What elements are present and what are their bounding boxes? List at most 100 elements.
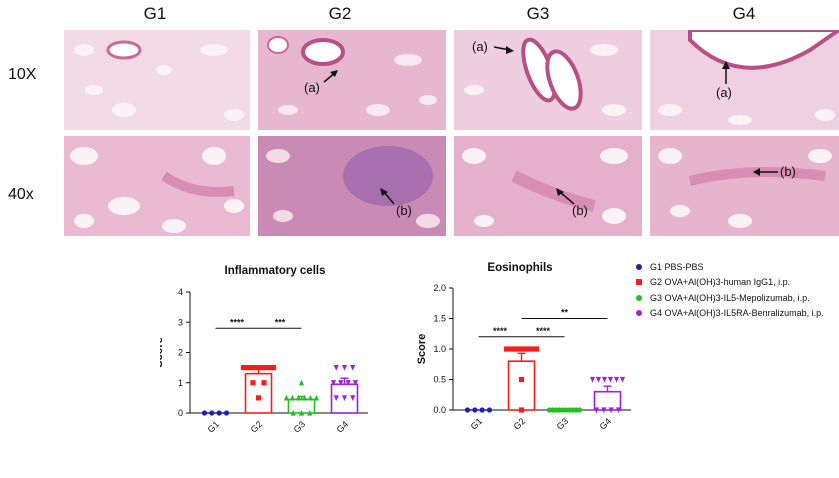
x-tick-label: G3 xyxy=(555,416,571,432)
legend-label: G1 PBS-PBS xyxy=(650,261,704,272)
data-point xyxy=(333,365,339,371)
bar xyxy=(330,383,359,414)
y-tick-label: 4 xyxy=(178,287,183,297)
data-point xyxy=(338,380,344,386)
annotation-a: (a) xyxy=(472,39,488,54)
x-tick-label: G3 xyxy=(292,419,308,435)
chart-eosinophils: Eosinophils 0.0 0.5 1.0 1.5 2.0 Score G1 G2 G3 G4… xyxy=(400,255,640,445)
y-tick-label: 1.5 xyxy=(433,314,446,324)
x-tick-label: G4 xyxy=(335,419,351,435)
data-point xyxy=(619,376,626,383)
data-point xyxy=(250,365,257,371)
y-tick-label: 0.0 xyxy=(433,405,446,415)
data-point xyxy=(255,365,262,371)
data-point xyxy=(209,410,215,416)
data-point xyxy=(245,365,252,371)
data-point xyxy=(595,376,602,383)
column-title-g3: G3 xyxy=(526,4,550,23)
micrograph-g4-40x: (b) xyxy=(650,136,839,236)
data-point xyxy=(608,407,614,414)
data-point xyxy=(330,380,337,386)
significance-label: ** xyxy=(561,308,569,318)
data-point xyxy=(464,407,471,413)
x-tick-label: G1 xyxy=(469,416,485,432)
tissue-image: (a) xyxy=(650,30,839,130)
legend-marker xyxy=(636,263,642,270)
tissue-image xyxy=(64,30,250,130)
data-point xyxy=(576,407,583,413)
data-point xyxy=(201,410,208,416)
annotation-a: (a) xyxy=(716,85,732,100)
legend-label: G4 OVA+Al(OH)3-IL5RA-Benralizumab, i.p. xyxy=(650,308,824,319)
data-point xyxy=(341,365,348,371)
y-tick-label: 2 xyxy=(178,348,183,358)
legend-marker xyxy=(636,279,642,286)
data-point xyxy=(503,346,510,352)
significance-label: **** xyxy=(536,326,551,336)
data-point xyxy=(350,395,356,401)
data-point xyxy=(283,394,290,401)
bar xyxy=(244,372,273,414)
data-point xyxy=(479,407,485,413)
data-point xyxy=(313,394,320,401)
significance-label: **** xyxy=(493,326,508,336)
data-point xyxy=(607,376,614,383)
micrograph-g2-40x: (b) xyxy=(258,136,446,236)
data-point xyxy=(516,346,522,352)
legend-marker xyxy=(636,294,642,301)
data-point xyxy=(518,376,525,383)
column-title-g2: G2 xyxy=(328,4,352,23)
legend: G1 PBS-PBS G2 OVA+Al(OH)3-human IgG1, i.… xyxy=(636,259,824,321)
data-point xyxy=(601,376,608,383)
tissue-image: (a) xyxy=(454,30,642,130)
data-point xyxy=(529,346,535,352)
x-tick-label: G4 xyxy=(598,416,614,432)
data-point xyxy=(240,365,247,371)
y-tick-label: 1 xyxy=(178,378,183,388)
tissue-image: (b) xyxy=(258,136,446,236)
data-point xyxy=(341,395,348,401)
data-point xyxy=(333,395,339,401)
legend-label: G2 OVA+Al(OH)3-human IgG1, i.p. xyxy=(650,277,791,288)
data-point xyxy=(289,394,296,401)
data-point xyxy=(261,380,267,386)
bar xyxy=(507,360,536,411)
y-axis-label: Score xyxy=(160,337,165,368)
chart-inflammatory-cells: Inflammatory cells 0 1 2 3 4 Score G1 G2 G3 G4 ***… xyxy=(160,255,390,445)
data-point xyxy=(223,410,230,416)
annotation-b: (b) xyxy=(780,164,796,179)
annotation-a: (a) xyxy=(304,80,320,95)
legend-item: G3 OVA+Al(OH)3-IL5-Mepolizumab, i.p. xyxy=(636,290,824,306)
data-point xyxy=(472,407,478,413)
data-point xyxy=(216,410,222,416)
data-point xyxy=(508,346,514,352)
data-point xyxy=(350,365,356,371)
data-point xyxy=(601,407,607,414)
micrograph-g3-10x: (a) xyxy=(454,30,642,130)
data-point xyxy=(525,346,531,352)
data-point xyxy=(352,380,359,386)
y-tick-label: 2.0 xyxy=(433,283,446,293)
column-title-g4: G4 xyxy=(732,4,756,23)
significance-label: **** xyxy=(230,317,245,327)
data-point xyxy=(298,409,305,416)
row-title-10x: 10X xyxy=(8,66,37,83)
data-point xyxy=(518,407,525,413)
annotation-b: (b) xyxy=(572,203,588,218)
data-point xyxy=(613,376,620,383)
data-point xyxy=(512,346,518,352)
y-tick-label: 0 xyxy=(178,408,183,418)
data-point xyxy=(533,346,540,352)
chart-title: Inflammatory cells xyxy=(224,265,326,277)
data-point xyxy=(265,365,272,371)
data-point xyxy=(307,409,313,416)
tissue-image xyxy=(64,136,250,236)
data-point xyxy=(486,407,493,413)
data-point xyxy=(345,380,351,386)
data-point xyxy=(260,365,267,371)
tissue-image: (a) xyxy=(258,30,446,130)
y-tick-label: 0.5 xyxy=(433,375,446,385)
data-point xyxy=(250,380,256,386)
